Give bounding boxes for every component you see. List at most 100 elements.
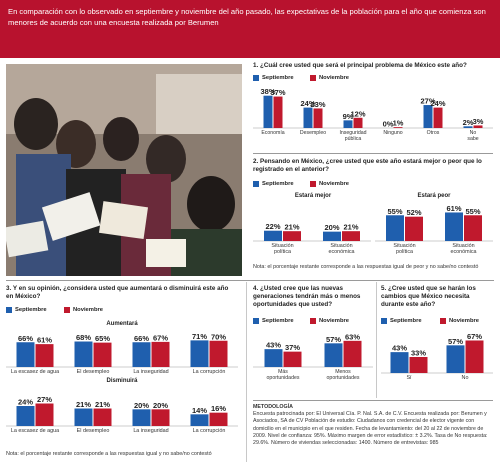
- category-label: pública: [345, 136, 362, 142]
- q3-sub-aum: Aumentará: [106, 321, 138, 327]
- category-label: Situación: [393, 243, 415, 249]
- bar-nov: [283, 231, 301, 241]
- category-label: oportunidades: [267, 375, 300, 381]
- legend-label: Septiembre: [262, 75, 294, 81]
- category-label: La escasez de agua: [11, 369, 59, 375]
- bar-sep: [264, 349, 283, 367]
- bar-sep: [190, 414, 209, 426]
- value-label: 2%: [463, 118, 474, 127]
- legend-swatch-nov: [310, 75, 316, 81]
- category-label: No: [470, 130, 477, 136]
- value-label: 27%: [37, 395, 52, 404]
- bar-nov: [343, 340, 362, 367]
- bar-sep: [16, 342, 35, 367]
- value-label: 1%: [393, 119, 404, 128]
- q3-note: Nota: el porcentaje restante corresponde…: [6, 451, 212, 457]
- category-label: El desempleo: [77, 428, 110, 434]
- value-label: 24%: [430, 99, 445, 108]
- value-label: 16%: [211, 404, 226, 413]
- value-label: 61%: [37, 336, 52, 345]
- category-label: Menos: [335, 369, 351, 375]
- legend-swatch-nov: [310, 181, 316, 187]
- category-label: Situación: [271, 243, 293, 249]
- value-label: 20%: [134, 401, 149, 410]
- q3-title: 3. Y en su opinión, ¿considera usted que…: [6, 285, 229, 300]
- legend-swatch-sep: [253, 318, 259, 324]
- bar-sep: [386, 215, 404, 241]
- crowd-photo: [6, 64, 242, 276]
- q5-title: 5. ¿Cree usted que se harán los cambios …: [381, 285, 476, 308]
- value-label: 61%: [446, 204, 461, 213]
- bar-sep: [324, 343, 343, 367]
- methodology-title: METODOLOGÍA: [253, 404, 293, 410]
- value-label: 70%: [211, 332, 226, 341]
- bar-sep: [132, 342, 151, 367]
- category-label: Ninguno: [383, 130, 402, 136]
- header-banner: En comparación con lo observado en septi…: [0, 0, 500, 58]
- bar-sep: [323, 231, 341, 241]
- bar-sep: [16, 406, 35, 426]
- category-label: La escasez de agua: [11, 428, 59, 434]
- q3-dis-chart: 24% 27% La escasez de agua 21% 21% El desempl…: [6, 395, 238, 434]
- bar-sep: [132, 409, 151, 426]
- methodology-text: Encuesta patrocinada por: El Universal C…: [253, 411, 488, 447]
- bar-nov: [209, 412, 228, 426]
- bar-nov: [283, 351, 302, 367]
- value-label: 24%: [300, 99, 315, 108]
- bar-nov: [35, 344, 54, 367]
- value-label: 21%: [284, 223, 299, 232]
- value-label: 14%: [192, 406, 207, 415]
- category-label: Sí: [406, 375, 412, 381]
- category-label: Situación: [452, 243, 474, 249]
- value-label: 65%: [95, 334, 110, 343]
- bar-nov: [313, 108, 323, 128]
- bar-nov: [393, 127, 403, 128]
- q2-title: 2. Pensando en México, ¿cree usted que e…: [253, 158, 482, 173]
- value-label: 24%: [18, 398, 33, 407]
- bar-sep: [264, 230, 282, 241]
- bar-nov: [465, 340, 484, 373]
- q5-chart: 43% 33% Sí 57% 67% No: [381, 332, 493, 381]
- q3-aum-chart: 66% 61% La escasez de agua 68% 65% El desempl…: [6, 332, 238, 375]
- q1-title: 1. ¿Cuál cree usted que será el principa…: [253, 62, 467, 69]
- q5-legend-sep: Septiembre: [381, 318, 422, 324]
- bar-nov: [35, 403, 54, 426]
- value-label: 37%: [270, 88, 285, 97]
- q4-legend-nov: Noviembre: [310, 318, 349, 324]
- value-label: 3%: [473, 117, 484, 126]
- legend-label: Noviembre: [73, 307, 103, 313]
- bar-nov: [464, 215, 482, 241]
- legend-swatch-sep: [381, 318, 387, 324]
- value-label: 9%: [343, 112, 354, 121]
- divider: [253, 153, 493, 154]
- legend-label: Septiembre: [262, 318, 294, 324]
- bar-nov: [273, 96, 283, 128]
- value-label: 27%: [420, 97, 435, 106]
- value-label: 21%: [343, 223, 358, 232]
- q1-legend-nov: Noviembre: [310, 75, 349, 81]
- bar-sep: [390, 352, 409, 373]
- q2-note: Nota: el porcentaje restante corresponde…: [253, 264, 479, 270]
- bar-nov: [405, 216, 423, 241]
- category-label: económica: [450, 249, 476, 255]
- bar-sep: [445, 212, 463, 241]
- value-label: 43%: [266, 341, 281, 350]
- q2-legend-sep: Septiembre: [253, 181, 294, 187]
- bar-sep: [303, 107, 313, 128]
- legend-label: Septiembre: [15, 307, 47, 313]
- category-label: Más: [278, 369, 288, 375]
- value-label: 57%: [448, 337, 463, 346]
- value-label: 37%: [285, 343, 300, 352]
- value-label: 52%: [406, 208, 421, 217]
- q2-sub-peor: Estará peor: [417, 193, 451, 199]
- q1-legend-sep: Septiembre: [253, 75, 294, 81]
- q1-chart: 38%37%Economía24%23%Desempleo9%12%Insegu…: [253, 87, 493, 142]
- bar-sep: [74, 408, 93, 426]
- legend-swatch-sep: [6, 307, 12, 313]
- value-label: 33%: [411, 348, 426, 357]
- bar-nov: [353, 117, 363, 128]
- value-label: 21%: [95, 400, 110, 409]
- category-label: La corrupción: [193, 369, 226, 375]
